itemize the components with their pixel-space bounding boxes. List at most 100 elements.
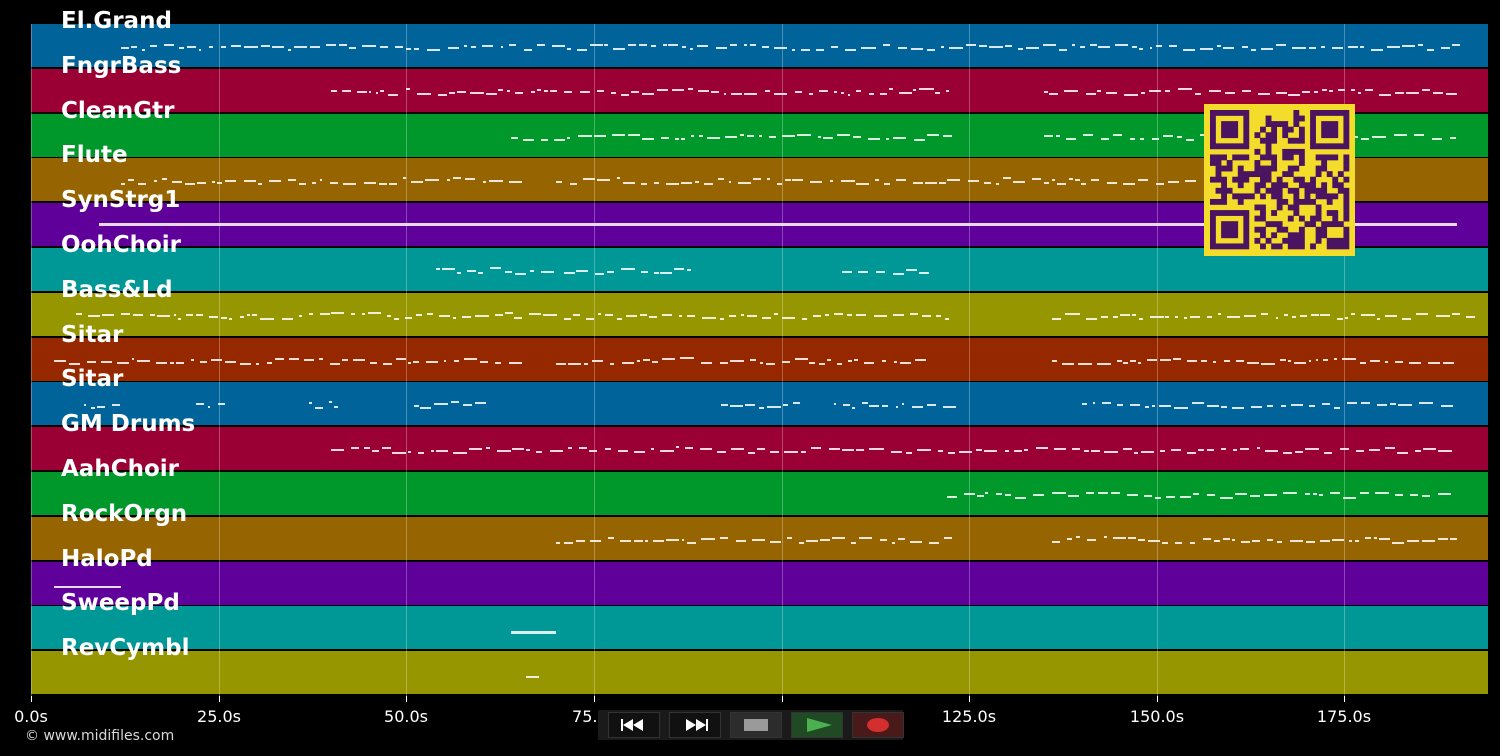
- midi-note: [1443, 362, 1454, 365]
- midi-note: [500, 45, 504, 48]
- midi-note: [1304, 493, 1311, 496]
- midi-note: [556, 541, 560, 544]
- midi-note: [479, 361, 488, 364]
- midi-note: [719, 318, 724, 321]
- play-button[interactable]: [791, 712, 843, 738]
- midi-note: [797, 133, 812, 136]
- midi-note: [890, 450, 903, 453]
- midi-note: [303, 358, 315, 361]
- midi-note: [1059, 48, 1067, 51]
- midi-note: [1261, 362, 1276, 365]
- stop-icon: [744, 719, 768, 731]
- midi-note: [765, 90, 771, 93]
- track-lane[interactable]: [31, 562, 1488, 605]
- midi-note: [1155, 44, 1163, 47]
- midi-note: [784, 451, 799, 454]
- track-lane[interactable]: [31, 338, 1488, 381]
- midi-note: [829, 180, 834, 183]
- midi-note: [1209, 89, 1221, 92]
- midi-note: [1129, 137, 1136, 140]
- midi-note: [470, 45, 476, 48]
- midi-note: [856, 182, 869, 185]
- midi-note: [590, 44, 603, 47]
- midi-note: [1026, 46, 1040, 49]
- midi-note: [200, 361, 207, 364]
- midi-note: [169, 362, 175, 365]
- midi-note: [524, 48, 532, 51]
- midi-note: [1163, 134, 1173, 137]
- midi-note: [738, 182, 752, 185]
- midi-note: [540, 271, 555, 274]
- midi-note: [690, 47, 693, 50]
- midi-note: [430, 450, 434, 453]
- midi-note: [1123, 362, 1128, 365]
- midi-note: [744, 43, 748, 46]
- track-label: RevCymbl: [61, 635, 190, 661]
- midi-note: [1064, 90, 1079, 93]
- midi-note: [1013, 180, 1026, 183]
- midi-note: [446, 178, 451, 181]
- track-lane[interactable]: [31, 517, 1488, 560]
- midi-note: [841, 449, 855, 452]
- midi-note: [1438, 449, 1452, 452]
- midi-note: [856, 448, 865, 451]
- midi-note: [368, 312, 382, 315]
- midi-note: [1156, 183, 1165, 186]
- midi-note: [719, 362, 729, 365]
- midi-note: [1309, 46, 1316, 49]
- record-button[interactable]: [852, 712, 904, 738]
- track-lane[interactable]: [31, 606, 1488, 649]
- track-lane[interactable]: [31, 24, 1488, 67]
- midi-note: [1182, 49, 1196, 52]
- midi-note: [1091, 178, 1100, 181]
- track-label: Flute: [61, 142, 128, 168]
- midi-note: [1351, 312, 1355, 315]
- midi-note: [1244, 314, 1257, 317]
- rewind-button[interactable]: [608, 712, 660, 738]
- midi-note: [1138, 539, 1145, 542]
- piano-roll: [31, 24, 1488, 696]
- midi-note: [596, 178, 611, 181]
- track-lane[interactable]: [31, 293, 1488, 336]
- midi-note: [747, 451, 755, 454]
- track-lane[interactable]: [31, 472, 1488, 515]
- midi-note: [792, 179, 803, 182]
- midi-note: [267, 362, 273, 365]
- track-lane[interactable]: [31, 651, 1488, 694]
- midi-note: [1397, 403, 1412, 406]
- midi-note: [715, 47, 727, 50]
- midi-note: [230, 45, 242, 48]
- midi-note: [361, 45, 376, 48]
- midi-note: [1395, 494, 1403, 497]
- midi-note: [1321, 45, 1325, 48]
- midi-note: [672, 88, 684, 91]
- midi-note: [1422, 88, 1431, 91]
- midi-note: [207, 405, 211, 408]
- stop-button[interactable]: [730, 712, 782, 738]
- track-lane[interactable]: [31, 427, 1488, 470]
- track-label: HaloPd: [61, 546, 153, 572]
- midi-note: [699, 135, 703, 138]
- midi-note: [640, 182, 648, 185]
- midi-note: [589, 450, 597, 453]
- midi-note: [482, 181, 486, 184]
- midi-note: [258, 182, 262, 185]
- midi-note: [1422, 495, 1431, 498]
- midi-note: [639, 43, 648, 46]
- midi-note: [131, 46, 137, 49]
- midi-note: [1355, 540, 1360, 543]
- midi-note: [853, 135, 862, 138]
- track-lane[interactable]: [31, 382, 1488, 425]
- midi-note: [901, 403, 905, 406]
- midi-note: [925, 182, 937, 185]
- midi-note: [1406, 91, 1420, 94]
- fast-forward-button[interactable]: [669, 712, 721, 738]
- midi-note: [1293, 361, 1307, 364]
- midi-note: [164, 43, 175, 46]
- midi-note: [87, 314, 101, 317]
- midi-note: [616, 317, 623, 320]
- midi-note: [568, 362, 581, 365]
- midi-note: [681, 181, 693, 184]
- midi-note: [1232, 407, 1244, 410]
- midi-note: [174, 313, 177, 316]
